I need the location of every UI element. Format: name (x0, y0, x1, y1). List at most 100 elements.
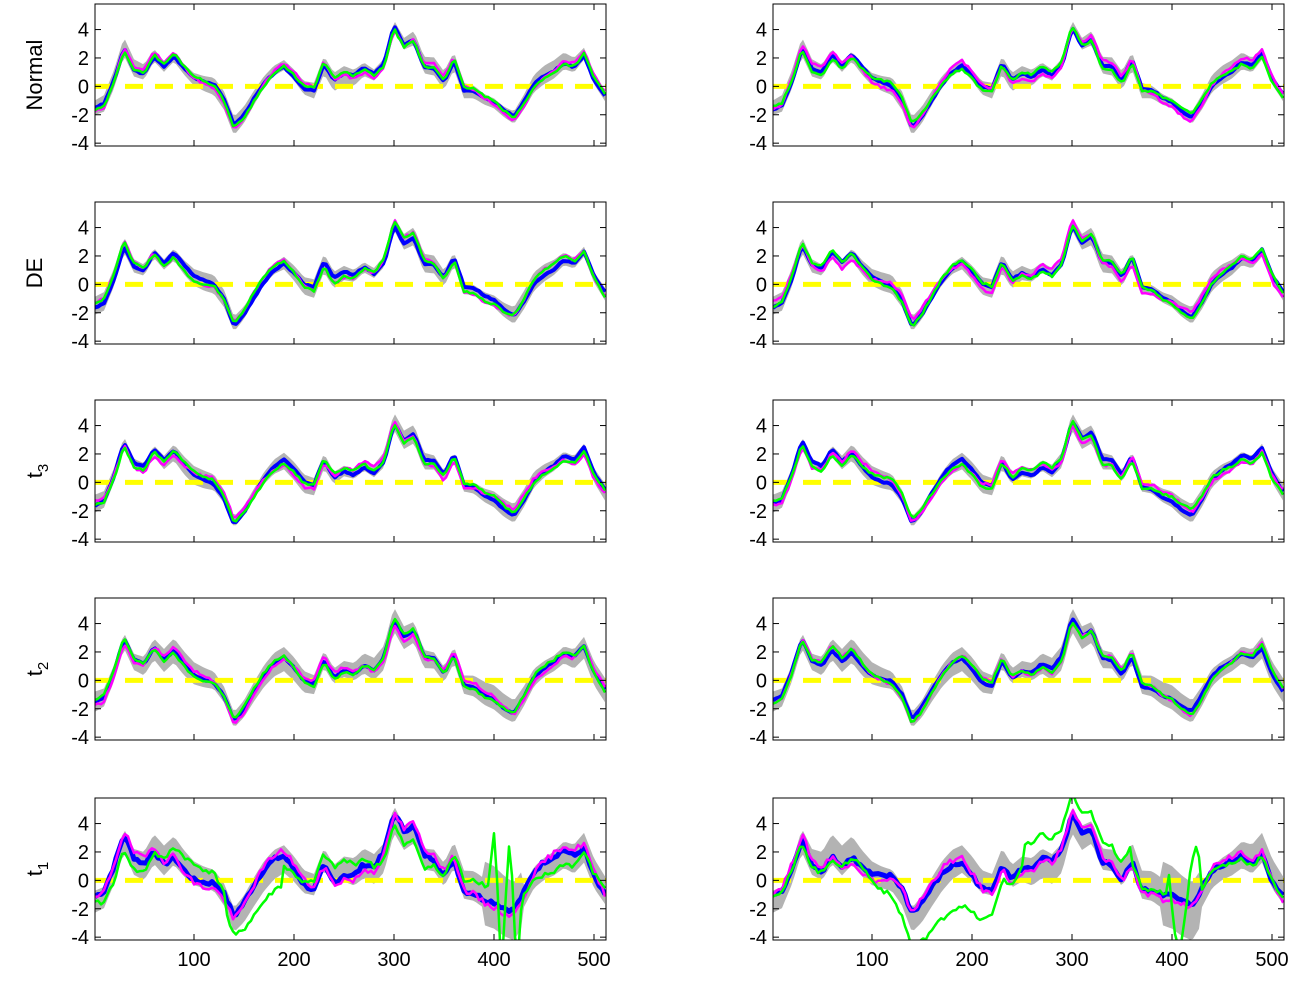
y-tick-label: 4 (756, 20, 767, 42)
y-tick-label: 0 (78, 472, 89, 494)
y-tick-label: -4 (71, 927, 89, 949)
y-tick-label: -4 (71, 727, 89, 749)
blue-curve (95, 422, 606, 524)
axes-frame (772, 3, 1285, 147)
uncertainty-band (95, 609, 605, 726)
y-tick-label: 2 (756, 642, 767, 664)
plot-area (773, 609, 1284, 726)
magenta-curve (95, 624, 606, 724)
y-tick-label: -4 (71, 331, 89, 353)
green-curve (95, 617, 606, 719)
green-curve (95, 28, 606, 128)
panel-r5-c2: -4 -2 0 2 4 100 200 300 400 500 (749, 797, 1289, 971)
y-tick-label: -2 (71, 699, 89, 721)
y-tick-label: 2 (756, 246, 767, 268)
y-tick-label: 0 (756, 472, 767, 494)
uncertainty-band (773, 807, 1283, 940)
y-tick-label: 4 (78, 218, 89, 240)
y-tick-label: 4 (78, 416, 89, 438)
axes-frame (772, 399, 1285, 543)
y-tick-label: -4 (749, 133, 767, 155)
panel-r3-c1: -4 -2 0 2 4 t3 (22, 399, 607, 551)
row-label: t2 (22, 662, 52, 676)
y-tick-label: 4 (756, 814, 767, 836)
y-tick-label: -2 (71, 899, 89, 921)
panel-r2-c2: -4 -2 0 2 4 (749, 201, 1285, 353)
y-tick-label: 2 (78, 444, 89, 466)
x-tick-label: 100 (855, 949, 888, 971)
green-curve (773, 419, 1284, 519)
magenta-curve (95, 811, 606, 921)
axes-frame (94, 597, 607, 741)
y-tick-label: -2 (749, 303, 767, 325)
y-tick-label: 4 (756, 218, 767, 240)
green-curve (95, 424, 606, 523)
panel-r3-c2: -4 -2 0 2 4 (749, 399, 1285, 551)
y-tick-label: -2 (71, 105, 89, 127)
y-tick-label: 0 (756, 274, 767, 296)
y-tick-label: 2 (756, 444, 767, 466)
plot-area (95, 609, 606, 726)
y-tick-label: -2 (749, 105, 767, 127)
row-label: t1 (22, 862, 52, 876)
magenta-curve (95, 29, 606, 129)
y-tick-label: 4 (78, 814, 89, 836)
x-tick-label: 500 (577, 949, 610, 971)
green-curve (773, 798, 1284, 940)
y-tick-label: 2 (78, 642, 89, 664)
plot-area (773, 798, 1284, 940)
y-tick-label: -4 (749, 331, 767, 353)
row-label: DE (22, 258, 47, 289)
plot-area (95, 218, 606, 330)
y-tick-label: 0 (78, 274, 89, 296)
y-tick-label: 0 (78, 870, 89, 892)
y-tick-label: 0 (756, 870, 767, 892)
green-curve (95, 824, 606, 940)
y-tick-label: -4 (71, 133, 89, 155)
axes-frame (772, 201, 1285, 345)
y-tick-label: 0 (78, 76, 89, 98)
y-tick-label: 0 (756, 670, 767, 692)
panel-r2-c1: -4 -2 0 2 4 DE (22, 201, 607, 353)
x-tick-label: 300 (1055, 949, 1088, 971)
y-tick-label: 4 (78, 614, 89, 636)
y-tick-label: 2 (756, 842, 767, 864)
plot-area (95, 21, 606, 133)
row-label: Normal (22, 40, 47, 111)
green-curve (773, 224, 1284, 327)
blue-curve (773, 27, 1284, 128)
y-tick-label: 2 (78, 842, 89, 864)
y-tick-label: -4 (749, 927, 767, 949)
x-tick-label: 200 (277, 949, 310, 971)
x-tick-label: 200 (955, 949, 988, 971)
y-tick-label: 0 (756, 76, 767, 98)
x-tick-label: 400 (1155, 949, 1188, 971)
y-tick-label: 2 (78, 246, 89, 268)
panel-r1-c1: -4 -2 0 2 4 Normal (22, 3, 607, 155)
y-tick-label: 4 (78, 20, 89, 42)
magenta-curve (773, 219, 1284, 321)
plot-area (95, 414, 606, 526)
y-tick-label: 4 (756, 614, 767, 636)
panel-r1-c2: -4 -2 0 2 4 (749, 3, 1285, 155)
y-tick-label: -2 (749, 699, 767, 721)
row-label: t3 (22, 464, 52, 478)
axes-frame (94, 399, 607, 543)
y-tick-label: 2 (78, 48, 89, 70)
x-tick-label: 500 (1255, 949, 1288, 971)
plot-area (773, 21, 1284, 133)
panel-r4-c1: -4 -2 0 2 4 t2 (22, 597, 607, 749)
green-curve (773, 621, 1284, 723)
y-tick-label: -4 (749, 727, 767, 749)
axes-frame (772, 797, 1285, 941)
y-tick-label: 0 (78, 670, 89, 692)
plot-area (773, 414, 1284, 526)
plot-area (95, 807, 606, 940)
y-tick-label: 2 (756, 48, 767, 70)
y-tick-label: -2 (749, 899, 767, 921)
axes-frame (94, 797, 607, 941)
y-tick-label: -4 (71, 529, 89, 551)
x-tick-label: 300 (377, 949, 410, 971)
blue-curve (95, 225, 606, 326)
